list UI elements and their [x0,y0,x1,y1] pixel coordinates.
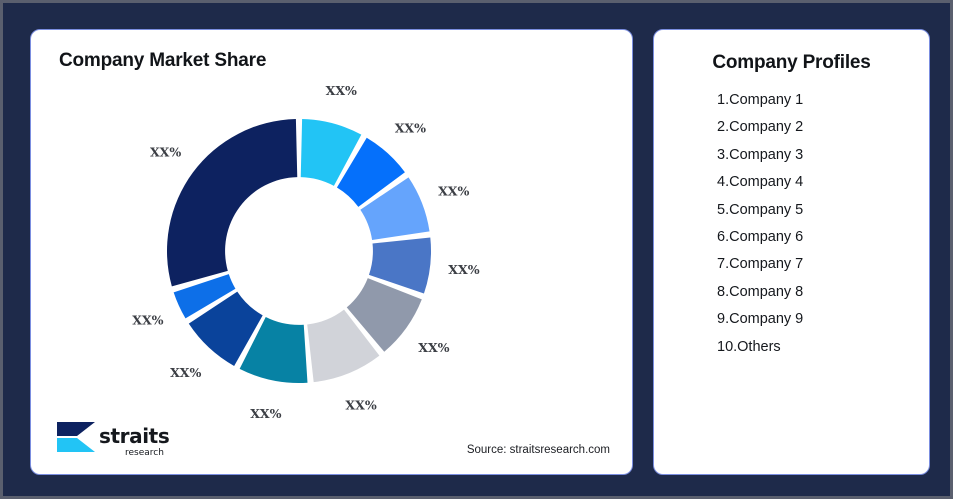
donut-slice[interactable] [336,137,405,207]
list-item[interactable]: 6.Company 6 [717,229,804,246]
donut-slice[interactable] [167,119,298,287]
list-item[interactable]: 4.Company 4 [717,174,804,191]
donut-slice-label: XX% [250,406,281,421]
donut-slice-label: XX% [448,262,479,277]
logo-arrow-cyan-icon [57,438,95,452]
donut-slice[interactable] [239,317,308,384]
slide-canvas: Company Market Share XX% XX% XX% XX% XX% XX% X… [3,3,950,496]
list-item[interactable]: 7.Company 7 [717,256,804,273]
logo-subwordmark: research [125,448,164,458]
donut-slice[interactable] [188,291,263,366]
donut-slice-label: XX% [170,365,201,380]
donut-slice-label: XX% [150,145,181,160]
donut-slice-group [167,119,432,384]
logo-arrow-dark-icon [57,422,95,436]
donut-slice[interactable] [173,274,236,319]
list-item[interactable]: 3.Company 3 [717,146,804,163]
list-item[interactable]: 10.Others [717,338,781,355]
donut-slice-label: XX% [395,120,426,135]
donut-slice-label: XX% [345,397,376,412]
logo-wordmark: straits [99,424,169,448]
donut-slice-label: XX% [132,312,163,327]
donut-label-group: XX% XX% XX% XX% XX% XX% XX% XX% XX% XX% [132,83,479,421]
straits-research-logo: straits research [53,416,173,460]
donut-slice-label: XX% [438,183,469,198]
donut-chart-svg: XX% XX% XX% XX% XX% XX% XX% XX% XX% XX% [132,83,479,421]
page-title: Company Market Share [59,50,267,71]
donut-slice[interactable] [307,309,380,383]
donut-slice[interactable] [368,237,432,294]
donut-slice[interactable] [346,278,422,352]
list-item[interactable]: 9.Company 9 [717,311,804,328]
donut-chart: XX% XX% XX% XX% XX% XX% XX% XX% XX% XX% [31,66,634,436]
list-item[interactable]: 5.Company 5 [717,201,804,218]
donut-slice-label: XX% [418,340,449,355]
list-item[interactable]: 8.Company 8 [717,283,804,300]
company-profiles-title: Company Profiles [712,52,871,73]
company-profiles-card: Company Profiles 1.Company 1 2.Company 2 3… [653,29,930,475]
donut-slice[interactable] [360,177,430,241]
logo-svg: straits research [57,422,170,458]
list-item[interactable]: 2.Company 2 [717,119,804,136]
market-share-card: Company Market Share XX% XX% XX% XX% XX% XX% X… [30,29,633,475]
company-profiles-list: 1.Company 1 2.Company 2 3.Company 3 4.Compa… [717,87,803,361]
list-item[interactable]: 1.Company 1 [717,92,804,108]
source-attribution: Source: straitsresearch.com [466,444,610,456]
donut-slice-label: XX% [326,83,357,98]
donut-slice[interactable] [300,119,362,186]
